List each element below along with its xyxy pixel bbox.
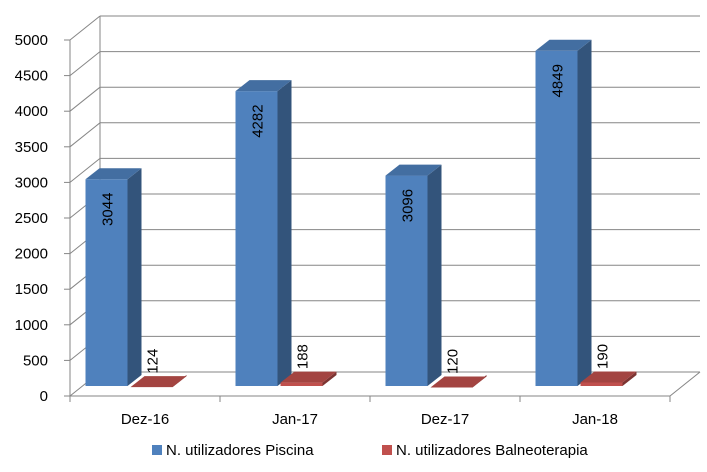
bar xyxy=(280,371,337,386)
data-label: 190 xyxy=(595,344,612,369)
gridline-side xyxy=(69,122,101,148)
bar-front xyxy=(580,382,623,386)
bar-front xyxy=(85,179,128,386)
bar xyxy=(130,375,187,388)
legend-swatch xyxy=(382,445,392,455)
legend-item: N. utilizadores Balneoterapia xyxy=(382,442,588,459)
x-tick-label: Dez-17 xyxy=(421,411,469,428)
legend-label: N. utilizadores Balneoterapia xyxy=(396,442,588,459)
bar-front xyxy=(535,50,578,387)
data-label: 4849 xyxy=(550,64,567,97)
y-tick-label: 3500 xyxy=(15,139,48,156)
data-label: 4282 xyxy=(250,104,267,137)
data-label: 124 xyxy=(145,349,162,374)
y-tick-label: 4500 xyxy=(15,68,48,85)
axes: 0 500 1000 1500 2000 2500 3000 3500 4000 4500 5000… xyxy=(15,32,671,428)
bar-side xyxy=(277,80,292,387)
gridline-side xyxy=(69,15,101,41)
bar-side xyxy=(127,168,142,386)
bar-front xyxy=(235,91,278,387)
bar-top xyxy=(580,371,637,383)
bar-top xyxy=(535,39,592,51)
data-labels: 3044 4282 3096 4849 124 188 120 190 xyxy=(100,64,612,374)
bar xyxy=(385,164,442,386)
bar xyxy=(430,375,487,388)
data-label: 120 xyxy=(445,349,462,374)
bar-front xyxy=(385,175,428,386)
bar-front xyxy=(280,382,323,386)
y-tick-label: 4000 xyxy=(15,103,48,120)
grid xyxy=(69,15,701,397)
bar-side xyxy=(427,164,442,386)
bar xyxy=(235,80,292,387)
y-tick-label: 2000 xyxy=(15,246,48,263)
y-tick-label: 0 xyxy=(40,388,48,405)
y-tick-label: 1500 xyxy=(15,281,48,298)
bar xyxy=(85,168,142,386)
bar-top xyxy=(235,80,292,92)
floor-right-edge xyxy=(669,371,701,397)
bar-top xyxy=(430,376,487,388)
bar xyxy=(535,39,592,387)
bar-side xyxy=(322,371,337,386)
bar-side xyxy=(622,371,637,386)
x-tick-label: Dez-16 xyxy=(121,411,169,428)
bar-side xyxy=(577,39,592,387)
legend-label: N. utilizadores Piscina xyxy=(166,442,314,459)
y-tick-label: 2500 xyxy=(15,210,48,227)
y-tick-label: 1000 xyxy=(15,317,48,334)
legend: N. utilizadores Piscina N. utilizadores B… xyxy=(152,442,588,459)
legend-swatch xyxy=(152,445,162,455)
data-label: 3044 xyxy=(100,193,117,226)
y-tick-label: 3000 xyxy=(15,174,48,191)
bar-top xyxy=(280,371,337,383)
y-tick-label: 5000 xyxy=(15,32,48,49)
gridline-side xyxy=(69,51,101,76)
y-tick-label: 500 xyxy=(23,352,48,369)
gridline-side xyxy=(69,86,101,112)
data-label: 188 xyxy=(295,344,312,369)
bar-top xyxy=(85,168,142,180)
gridline-side xyxy=(69,158,101,183)
x-tick-label: Jan-17 xyxy=(272,411,318,428)
bar xyxy=(580,371,637,386)
bars xyxy=(85,39,637,388)
legend-item: N. utilizadores Piscina xyxy=(152,442,314,459)
x-tick-label: Jan-18 xyxy=(572,411,618,428)
data-label: 3096 xyxy=(400,189,417,222)
bar-top xyxy=(385,164,442,176)
bar-top xyxy=(130,376,187,388)
